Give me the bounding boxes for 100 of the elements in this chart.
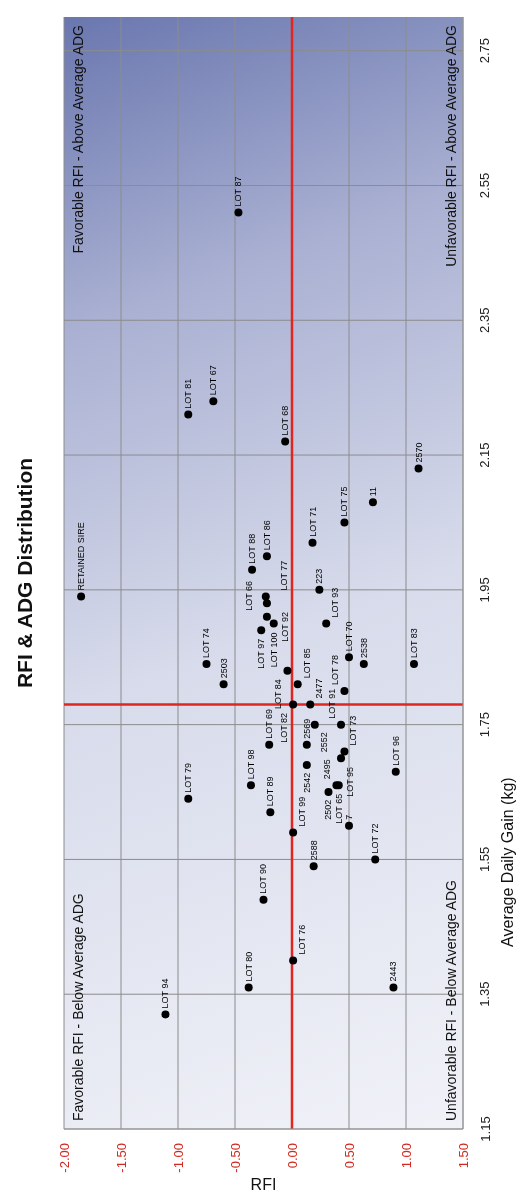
point — [161, 1010, 170, 1019]
annotation: LOT 96 — [390, 735, 401, 766]
y-tick-label: 1.55 — [477, 846, 493, 873]
annotation: LOT 82 — [279, 712, 290, 743]
annotation: LOT 97 — [256, 638, 267, 669]
point — [337, 720, 346, 729]
annotation: LOT 94 — [160, 978, 171, 1009]
point — [345, 653, 353, 662]
point — [308, 538, 317, 547]
annotation: 2477 — [314, 678, 325, 699]
annotation: Favorable RFI - Above Average ADG — [70, 25, 86, 254]
point — [324, 788, 333, 797]
y-tick-label: 2.75 — [477, 38, 493, 64]
point — [289, 956, 298, 965]
point — [340, 747, 349, 756]
annotation: LOT 90 — [258, 864, 269, 894]
point — [202, 659, 211, 668]
annotation: LOT 71 — [307, 506, 318, 537]
annotation: LOT 65 — [333, 793, 344, 824]
annotation: RETAINED SIRE — [76, 522, 87, 591]
annotation: LOT 83 — [408, 628, 419, 658]
annotation: 2495 — [322, 759, 333, 780]
point — [184, 410, 193, 419]
point — [269, 619, 278, 628]
point — [257, 626, 266, 635]
point — [266, 808, 275, 817]
annotation: LOT 99 — [297, 796, 308, 827]
point — [184, 794, 193, 803]
point — [340, 686, 349, 695]
point — [368, 498, 377, 507]
annotation: 2503 — [218, 658, 229, 679]
point — [337, 754, 346, 763]
annotation: LOT 70 — [344, 621, 354, 652]
annotation: LOT 73 — [348, 715, 359, 746]
x-tick-label: -2.00 — [56, 1143, 72, 1173]
x-tick-label: 1.50 — [455, 1143, 471, 1169]
point — [414, 464, 423, 473]
point — [262, 612, 271, 621]
annotation: Unfavorable RFI - Above Average ADG — [443, 25, 459, 267]
annotation: LOT 92 — [279, 611, 290, 642]
point — [262, 552, 271, 561]
annotation: LOT 93 — [330, 587, 341, 618]
x-tick-label: 0.00 — [284, 1143, 300, 1169]
annotation: LOT 69 — [264, 709, 275, 739]
annotation: LOT 76 — [297, 924, 308, 955]
point — [244, 983, 253, 992]
annotation: LOT 78 — [330, 655, 341, 685]
point — [315, 585, 324, 594]
annotation: 2538 — [358, 637, 369, 658]
annotation: LOT 85 — [301, 648, 312, 679]
annotation: LOT 87 — [233, 176, 244, 207]
annotation: LOT 80 — [243, 951, 254, 982]
point — [345, 821, 353, 830]
point — [391, 767, 400, 776]
annotation: LOT 84 — [273, 679, 284, 710]
y-tick-label: 1.15 — [477, 1116, 493, 1142]
point — [259, 895, 268, 904]
x-tick-label: 0.50 — [341, 1143, 357, 1169]
annotation: LOT 81 — [183, 378, 194, 409]
annotation: 2443 — [388, 961, 399, 982]
annotation: LOT 77 — [278, 560, 289, 591]
point — [283, 666, 292, 675]
point — [209, 397, 218, 406]
y-tick-label: 2.35 — [477, 307, 493, 333]
annotation: LOT 91 — [327, 688, 338, 719]
annotation: LOT 68 — [280, 405, 291, 436]
point — [77, 592, 86, 601]
annotation: LOT 95 — [345, 766, 356, 797]
annotation: Favorable RFI - Below Average ADG — [70, 893, 86, 1121]
annotation: LOT 66 — [243, 580, 254, 611]
annotation: LOT 79 — [183, 762, 194, 793]
annotation: LOT 67 — [208, 365, 219, 396]
annotation: LOT 88 — [247, 533, 258, 564]
annotation: 11 — [367, 486, 378, 497]
point — [289, 700, 298, 709]
annotation: Unfavorable RFI - Below Average ADG — [443, 880, 459, 1121]
annotation: LOT 74 — [201, 628, 212, 658]
point — [246, 781, 255, 790]
annotation: 2570 — [413, 442, 424, 463]
x-tick-label: -1.00 — [170, 1143, 186, 1173]
x-axis-title: RFI — [250, 1175, 277, 1193]
point — [265, 740, 274, 749]
annotation: 2552 — [318, 732, 329, 753]
annotation: LOT 75 — [339, 486, 350, 517]
text: RFI & ADG Distribution — [12, 457, 36, 689]
x-tick-label: -1.50 — [113, 1143, 129, 1173]
x-tick-label: -0.50 — [227, 1143, 243, 1173]
point — [359, 659, 368, 668]
annotation: LOT 86 — [261, 520, 272, 551]
point — [306, 700, 315, 709]
annotation: 7 — [344, 814, 354, 820]
point — [340, 518, 349, 527]
annotation: LOT 72 — [370, 823, 381, 854]
annotation: LOT 100 — [268, 632, 279, 668]
point — [302, 740, 311, 749]
y-tick-label: 1.35 — [477, 981, 493, 1007]
point — [234, 208, 243, 217]
y-tick-label: 1.75 — [477, 711, 493, 738]
point — [409, 659, 418, 668]
point — [371, 855, 380, 864]
